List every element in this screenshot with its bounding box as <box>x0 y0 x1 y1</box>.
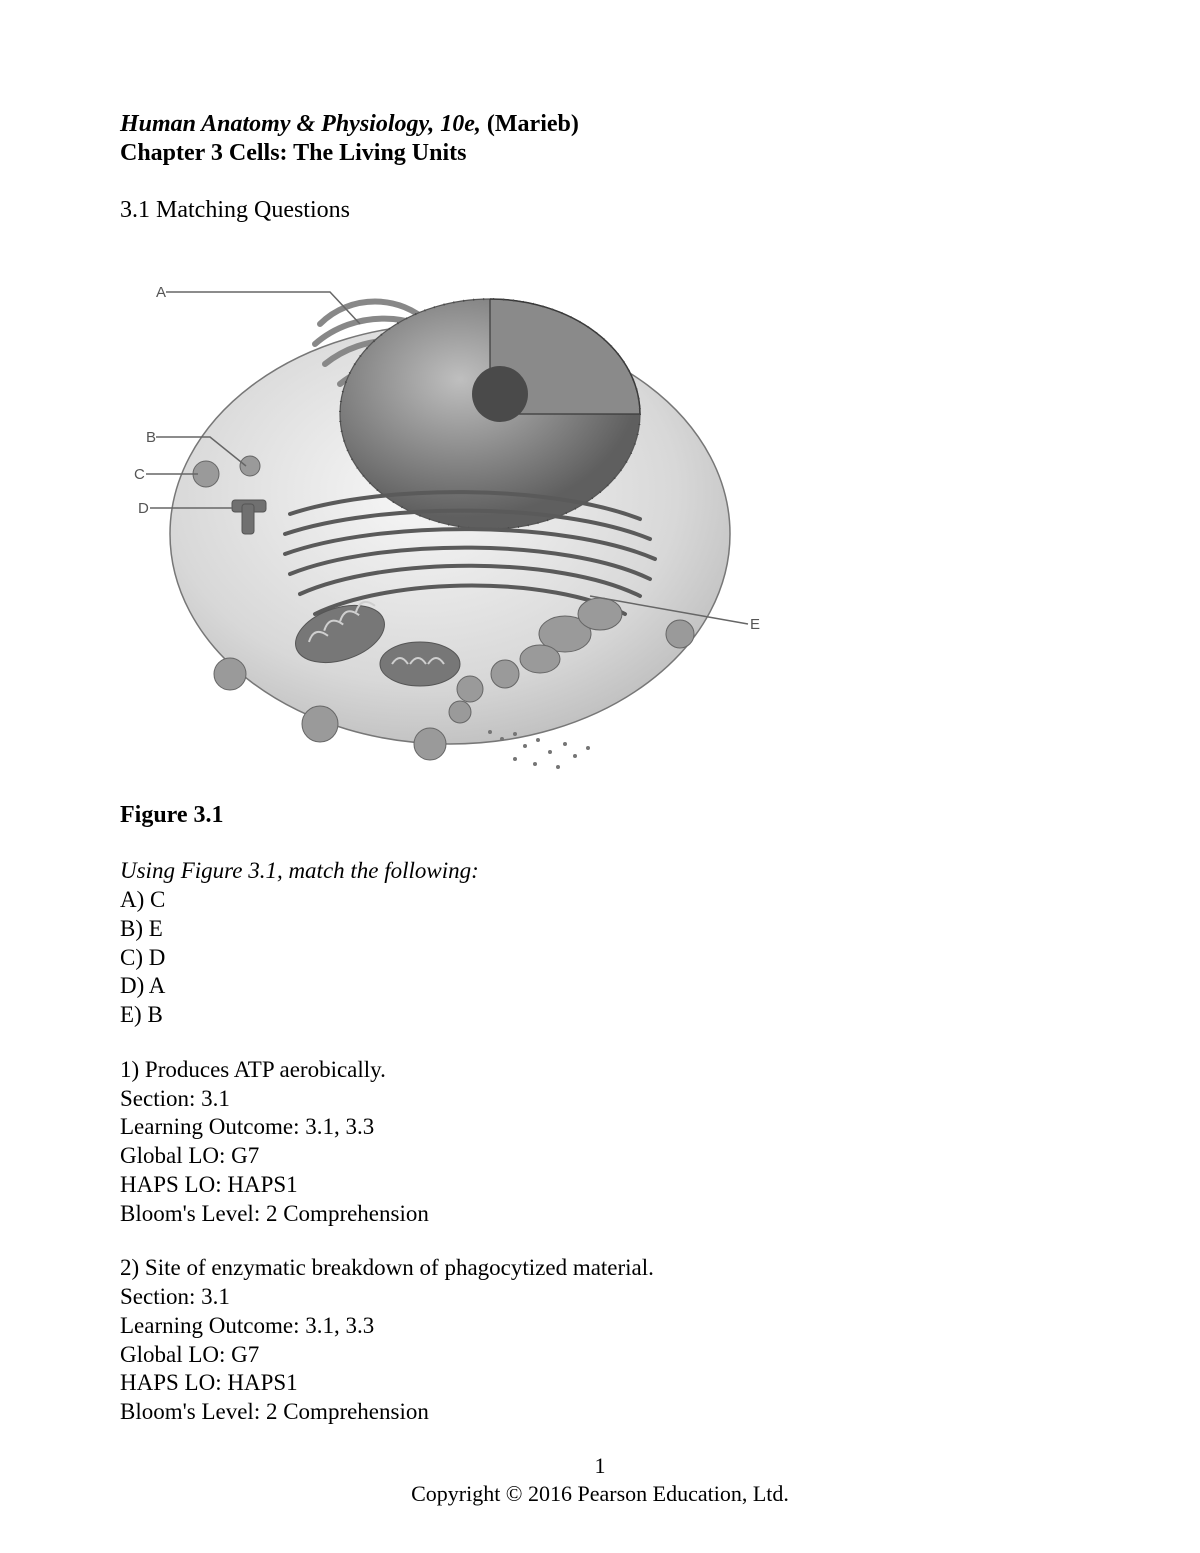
choice-a: A) C <box>120 886 1080 915</box>
q2-haps: HAPS LO: HAPS1 <box>120 1369 1080 1398</box>
q1-global: Global LO: G7 <box>120 1142 1080 1171</box>
figure-label-d: D <box>138 500 149 517</box>
q2-prompt: 2) Site of enzymatic breakdown of phagoc… <box>120 1254 1080 1283</box>
chapter-title: Chapter 3 Cells: The Living Units <box>120 139 1080 168</box>
q2-bloom: Bloom's Level: 2 Comprehension <box>120 1398 1080 1427</box>
q1-bloom: Bloom's Level: 2 Comprehension <box>120 1200 1080 1229</box>
page-footer: 1 Copyright © 2016 Pearson Education, Lt… <box>0 1452 1200 1507</box>
choice-d: D) A <box>120 972 1080 1001</box>
question-1: 1) Produces ATP aerobically. Section: 3.… <box>120 1056 1080 1229</box>
page-number: 1 <box>0 1452 1200 1480</box>
q1-lo: Learning Outcome: 3.1, 3.3 <box>120 1113 1080 1142</box>
leader-a <box>166 292 360 324</box>
q1-haps: HAPS LO: HAPS1 <box>120 1171 1080 1200</box>
book-title-author: (Marieb) <box>481 111 579 137</box>
figure-caption: Figure 3.1 <box>120 802 1080 829</box>
section-heading: 3.1 Matching Questions <box>120 196 1080 225</box>
figure-label-b: B <box>146 429 156 446</box>
book-title-italic: Human Anatomy & Physiology, 10e, <box>120 111 481 137</box>
question-2: 2) Site of enzymatic breakdown of phagoc… <box>120 1254 1080 1427</box>
choice-e: E) B <box>120 1001 1080 1030</box>
book-title: Human Anatomy & Physiology, 10e, (Marieb… <box>120 110 1080 139</box>
choice-b: B) E <box>120 915 1080 944</box>
q2-lo: Learning Outcome: 3.1, 3.3 <box>120 1312 1080 1341</box>
q2-section: Section: 3.1 <box>120 1283 1080 1312</box>
figure-label-a: A <box>156 284 166 301</box>
cell-diagram-svg <box>120 234 820 794</box>
q2-global: Global LO: G7 <box>120 1341 1080 1370</box>
matching-instructions: Using Figure 3.1, match the following: <box>120 857 1080 886</box>
page: Human Anatomy & Physiology, 10e, (Marieb… <box>0 0 1200 1553</box>
figure-label-e: E <box>750 616 760 633</box>
cell-figure: A B C D E <box>120 234 820 794</box>
choice-c: C) D <box>120 944 1080 973</box>
q1-section: Section: 3.1 <box>120 1085 1080 1114</box>
q1-prompt: 1) Produces ATP aerobically. <box>120 1056 1080 1085</box>
figure-label-c: C <box>134 466 145 483</box>
copyright-line: Copyright © 2016 Pearson Education, Ltd. <box>0 1480 1200 1508</box>
